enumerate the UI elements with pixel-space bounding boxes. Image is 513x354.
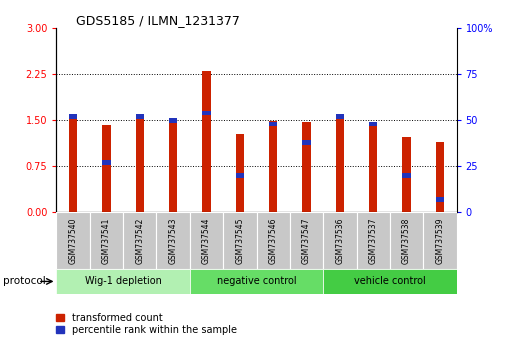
Bar [223, 212, 256, 269]
Text: Wig-1 depletion: Wig-1 depletion [85, 276, 162, 286]
Bar [235, 173, 244, 178]
Bar [135, 117, 144, 212]
Bar [302, 122, 311, 212]
Bar [102, 160, 111, 165]
Bar [123, 212, 156, 269]
Text: GSM737538: GSM737538 [402, 217, 411, 264]
Bar [202, 110, 211, 115]
Bar [169, 118, 177, 123]
Bar [269, 121, 278, 212]
Bar [169, 119, 177, 212]
Bar [290, 212, 323, 269]
Text: vehicle control: vehicle control [354, 276, 426, 286]
Bar [90, 212, 123, 269]
Text: GSM737545: GSM737545 [235, 217, 244, 264]
Bar [269, 121, 278, 126]
Bar [190, 269, 323, 294]
Text: negative control: negative control [216, 276, 297, 286]
Text: GSM737539: GSM737539 [436, 217, 444, 264]
Bar [69, 114, 77, 119]
Legend: transformed count, percentile rank within the sample: transformed count, percentile rank withi… [56, 313, 236, 335]
Text: protocol: protocol [3, 276, 45, 286]
Text: GSM737542: GSM737542 [135, 217, 144, 264]
Bar [436, 197, 444, 202]
Bar [202, 71, 211, 212]
Bar [436, 142, 444, 212]
Text: GSM737546: GSM737546 [269, 217, 278, 264]
Text: GSM737544: GSM737544 [202, 217, 211, 264]
Bar [69, 119, 77, 212]
Bar [402, 173, 411, 178]
Text: GSM737537: GSM737537 [369, 217, 378, 264]
Bar [357, 212, 390, 269]
Text: GDS5185 / ILMN_1231377: GDS5185 / ILMN_1231377 [76, 14, 240, 27]
Text: GSM737536: GSM737536 [336, 217, 344, 264]
Bar [56, 212, 90, 269]
Text: GSM737540: GSM737540 [69, 217, 77, 264]
Bar [423, 212, 457, 269]
Text: GSM737543: GSM737543 [169, 217, 177, 264]
Bar [135, 114, 144, 119]
Text: GSM737547: GSM737547 [302, 217, 311, 264]
Bar [156, 212, 190, 269]
Bar [323, 269, 457, 294]
Bar [336, 114, 344, 119]
Bar [102, 125, 111, 212]
Bar [256, 212, 290, 269]
Bar [235, 135, 244, 212]
Bar [336, 116, 344, 212]
Bar [323, 212, 357, 269]
Bar [190, 212, 223, 269]
Bar [369, 121, 378, 126]
Bar [402, 137, 411, 212]
Text: GSM737541: GSM737541 [102, 217, 111, 264]
Bar [56, 269, 190, 294]
Bar [302, 140, 311, 145]
Bar [369, 122, 378, 212]
Bar [390, 212, 423, 269]
